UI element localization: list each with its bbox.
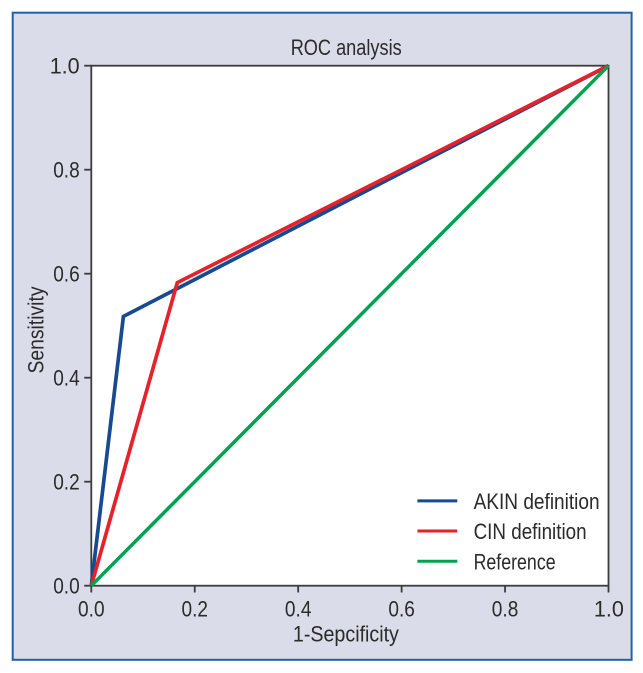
svg-text:0.0: 0.0 [53, 574, 80, 599]
svg-text:ROC analysis: ROC analysis [291, 35, 402, 60]
svg-text:AKIN definition: AKIN definition [474, 489, 600, 514]
svg-text:Reference: Reference [474, 549, 556, 574]
svg-text:0.4: 0.4 [285, 597, 312, 622]
svg-text:0.0: 0.0 [78, 597, 105, 622]
svg-text:0.6: 0.6 [53, 262, 80, 287]
svg-text:0.8: 0.8 [492, 597, 519, 622]
svg-text:0.2: 0.2 [181, 597, 208, 622]
svg-text:0.6: 0.6 [388, 597, 415, 622]
svg-text:1-Sepcificity: 1-Sepcificity [293, 621, 399, 646]
svg-text:Sensitivity: Sensitivity [24, 287, 49, 374]
svg-text:0.2: 0.2 [53, 470, 80, 495]
svg-text:1.0: 1.0 [594, 597, 624, 622]
svg-text:1.0: 1.0 [50, 54, 80, 79]
svg-text:0.4: 0.4 [53, 366, 80, 391]
svg-text:CIN definition: CIN definition [474, 519, 587, 544]
svg-text:0.8: 0.8 [53, 158, 80, 183]
